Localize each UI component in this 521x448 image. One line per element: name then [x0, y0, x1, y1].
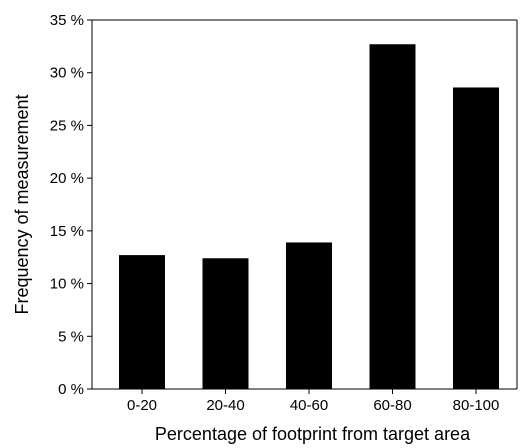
- y-axis-title: Frequency of measurement: [12, 94, 32, 314]
- y-tick-label: 20 %: [50, 170, 84, 187]
- bar: [369, 44, 416, 390]
- x-tick-label: 80-100: [453, 397, 500, 414]
- bar: [119, 255, 165, 389]
- x-tick-label: 0-20: [127, 397, 157, 414]
- y-axis-ticks: 0 % 5 % 10 % 15 % 20 % 25 % 30 % 35 %: [50, 12, 92, 398]
- y-tick-label: 35 %: [50, 12, 84, 29]
- y-tick-label: 15 %: [50, 223, 84, 240]
- bars-group: [119, 44, 499, 390]
- x-axis-title: Percentage of footprint from target area: [155, 424, 471, 444]
- bar: [453, 87, 499, 389]
- y-tick-label: 30 %: [50, 65, 84, 82]
- bar: [286, 242, 332, 389]
- x-tick-label: 20-40: [206, 397, 244, 414]
- x-axis-ticks: 0-20 20-40 40-60 60-80 80-100: [127, 389, 499, 414]
- bar: [202, 258, 249, 389]
- y-tick-label: 25 %: [50, 117, 84, 134]
- y-tick-label: 10 %: [50, 276, 84, 293]
- y-tick-label: 5 %: [58, 328, 84, 345]
- x-tick-label: 40-60: [290, 397, 328, 414]
- x-tick-label: 60-80: [373, 397, 411, 414]
- y-tick-label: 0 %: [58, 381, 84, 398]
